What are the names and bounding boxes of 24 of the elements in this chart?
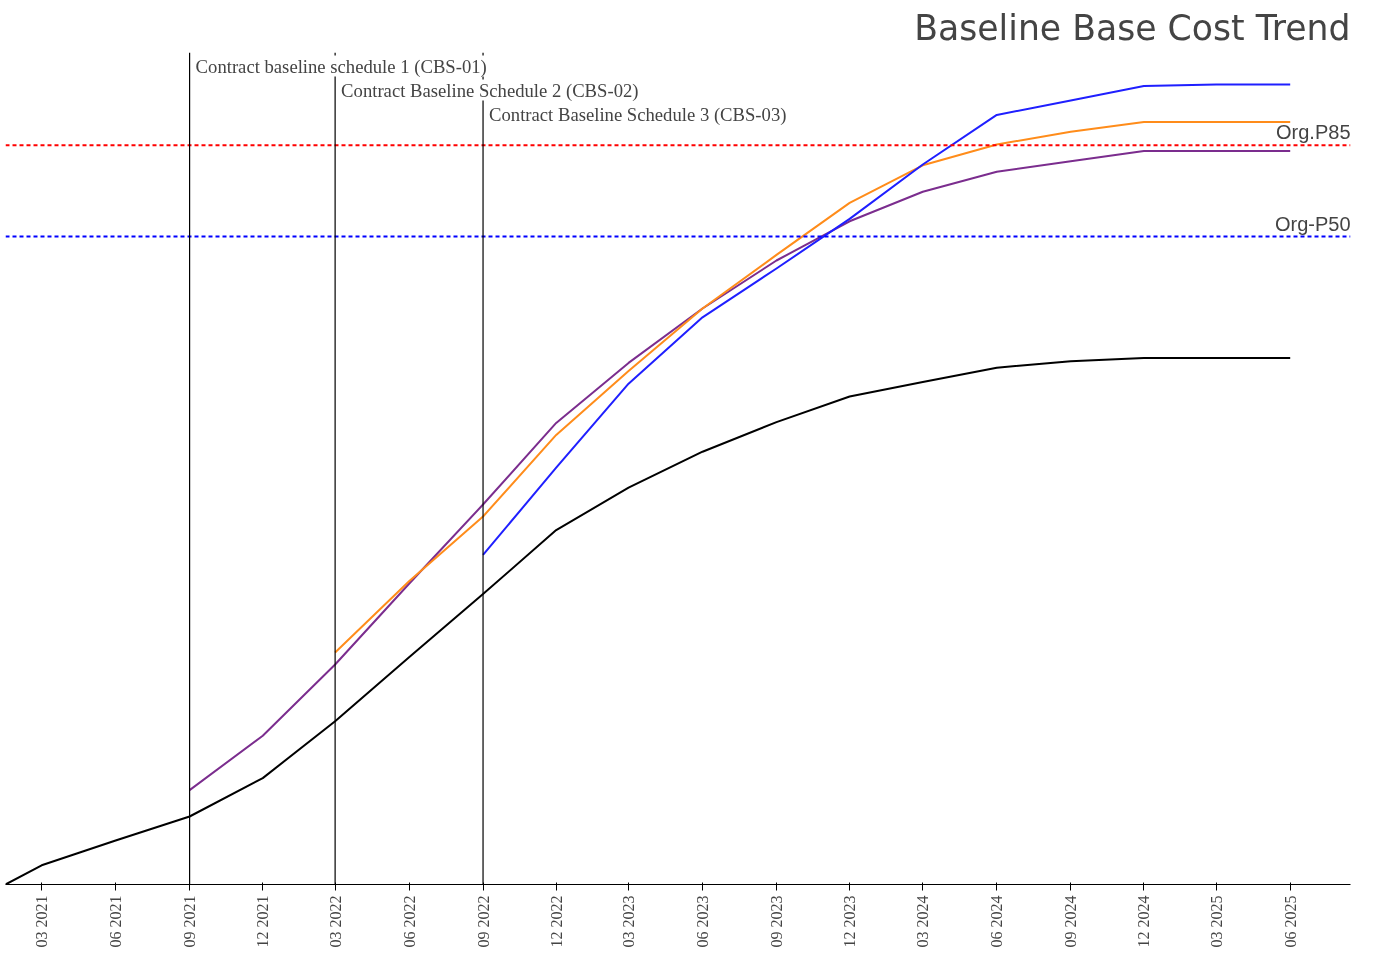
x-tick-label: 09 2022 — [474, 895, 492, 948]
x-tick-label: 03 2023 — [620, 895, 638, 948]
x-tick-label: 03 2021 — [33, 895, 51, 948]
x-tick-label: 09 2023 — [767, 895, 785, 948]
x-tick-label: 09 2024 — [1062, 895, 1080, 948]
x-tick-label: 12 2021 — [254, 895, 272, 948]
x-tick-label: 03 2024 — [914, 895, 932, 948]
ref-line-label: Org.P85 — [1276, 121, 1351, 144]
x-tick-label: 06 2025 — [1281, 895, 1299, 948]
x-tick-label: 12 2022 — [547, 895, 565, 948]
x-tick-label: 06 2024 — [988, 895, 1006, 948]
x-tick-label: 09 2021 — [181, 895, 199, 948]
x-tick-label: 06 2023 — [694, 895, 712, 948]
x-tick-label: 03 2025 — [1207, 895, 1225, 948]
ref-line-label: Contract Baseline Schedule 3 (CBS-03) — [489, 103, 787, 126]
x-tick-label: 06 2022 — [400, 895, 418, 948]
ref-line-label: Contract baseline schedule 1 (CBS-01) — [195, 55, 487, 78]
x-tick-label: 06 2021 — [107, 895, 125, 948]
x-tick-label: 03 2022 — [326, 895, 344, 948]
x-tick-label: 12 2023 — [841, 895, 859, 948]
ref-line-label: Org-P50 — [1274, 212, 1351, 235]
x-tick-label: 12 2024 — [1135, 895, 1153, 948]
chart-title: Baseline Base Cost Trend — [914, 7, 1351, 48]
ref-line-label: Contract Baseline Schedule 2 (CBS-02) — [341, 79, 639, 102]
